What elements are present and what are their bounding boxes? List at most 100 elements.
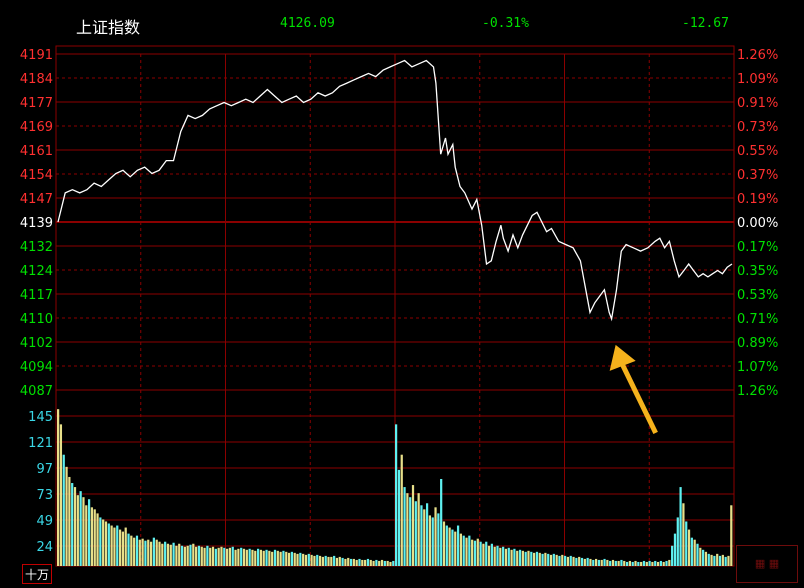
volume-bar (685, 521, 688, 566)
pct-tick-label: 1.26% (737, 384, 778, 399)
volume-bar (538, 552, 541, 566)
volume-bar (85, 505, 88, 566)
volume-bar (127, 533, 130, 566)
volume-bar (133, 537, 136, 566)
volume-bar (310, 554, 313, 566)
volume-bar (496, 545, 499, 566)
volume-tick-label: 145 (28, 410, 53, 425)
volume-bar (589, 558, 592, 566)
volume-bar (268, 550, 271, 566)
volume-bar (99, 517, 102, 566)
volume-bar (552, 553, 555, 566)
volume-bar (121, 531, 124, 566)
volume-bar (392, 560, 395, 566)
volume-bar (226, 548, 229, 566)
volume-bar (454, 531, 457, 566)
volume-bar (699, 547, 702, 566)
volume-bar (549, 554, 553, 566)
pct-tick-label: 0.53% (737, 288, 778, 303)
volume-bar (623, 560, 626, 566)
pct-tick-label: 0.37% (737, 168, 778, 183)
volume-bar (637, 561, 640, 566)
volume-bar (304, 554, 308, 566)
volume-bar (620, 559, 623, 566)
volume-bar (192, 543, 195, 566)
volume-bar (287, 552, 291, 566)
volume-bar (614, 560, 617, 566)
volume-bar (561, 554, 564, 566)
volume-bar (696, 543, 699, 566)
volume-bar (73, 487, 77, 566)
volume-bar (389, 561, 392, 566)
volume-bar (189, 544, 192, 566)
volume-bar (276, 550, 279, 566)
price-tick-label: 4139 (20, 216, 53, 231)
volume-bar (721, 554, 724, 566)
volume-bar (386, 560, 389, 566)
volume-bar (364, 559, 367, 566)
volume-bar (502, 546, 505, 566)
volume-bar (642, 560, 646, 566)
volume-bar (397, 469, 401, 566)
volume-bar (628, 560, 631, 566)
volume-bar (290, 551, 293, 566)
volume-bar (349, 558, 353, 566)
volume-bar (651, 561, 654, 566)
volume-bar (521, 550, 524, 566)
volume-bar (369, 559, 372, 566)
volume-bar (285, 551, 288, 566)
volume-bar (149, 541, 153, 566)
volume-bar (403, 487, 406, 566)
volume-bar (473, 540, 477, 566)
pct-tick-label: 0.89% (737, 336, 778, 351)
volume-bar (107, 523, 110, 566)
price-tick-label: 4132 (20, 240, 53, 255)
volume-bar (572, 556, 575, 566)
volume-bar (645, 561, 648, 566)
volume-bar (161, 543, 164, 566)
volume-bar (417, 493, 420, 566)
volume-bar (279, 551, 282, 566)
volume-bar (76, 495, 79, 566)
volume-bar (609, 560, 612, 566)
volume-bar (592, 559, 595, 566)
volume-bar (231, 546, 234, 566)
volume-bar (59, 424, 63, 566)
volume-bar (687, 529, 691, 566)
volume-bar (57, 409, 60, 566)
volume-bar (617, 560, 620, 566)
volume-bar (451, 529, 454, 566)
volume-bar (110, 525, 113, 566)
volume-bar (169, 544, 172, 566)
volume-bar (352, 558, 355, 566)
volume-bar (87, 499, 91, 566)
volume-bar (265, 549, 268, 566)
volume-bar (727, 555, 730, 566)
volume-bar (240, 547, 243, 566)
volume-bar (62, 454, 65, 566)
volume-bar (318, 555, 322, 566)
volume-bar (490, 543, 493, 566)
volume-bar (68, 476, 71, 566)
index-pct-change: -0.31% (482, 16, 529, 31)
index-name: 上证指数 (76, 18, 141, 37)
volume-bar (358, 558, 361, 566)
volume-bar (90, 507, 94, 566)
volume-bar (713, 555, 716, 566)
volume-bar (313, 555, 316, 566)
volume-bar (144, 540, 147, 566)
annotation-arrow-shaft (619, 361, 658, 435)
volume-bar (428, 515, 432, 566)
volume-bar (158, 541, 161, 566)
volume-bar (82, 497, 85, 566)
volume-bar (434, 507, 437, 566)
price-tick-label: 4102 (20, 336, 53, 351)
volume-bar (527, 550, 530, 566)
volume-bar (665, 560, 668, 566)
volume-bar (409, 497, 412, 566)
volume-bar (183, 546, 186, 566)
volume-bar (671, 545, 674, 566)
volume-bar (344, 558, 347, 566)
pct-tick-label: 0.91% (737, 96, 778, 111)
volume-bar (242, 548, 246, 566)
